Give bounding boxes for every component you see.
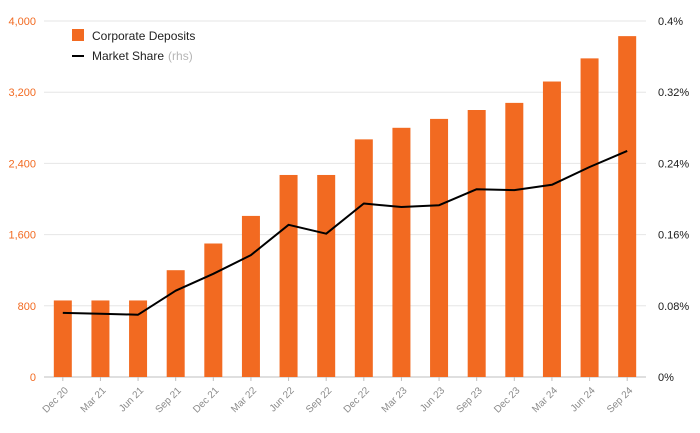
bar	[580, 58, 599, 377]
bar	[279, 174, 298, 377]
x-tick-label: Jun 23	[418, 385, 447, 414]
bar	[204, 243, 223, 377]
y-right-tick-label: 0%	[658, 372, 674, 384]
legend-swatch-corporate-deposits	[72, 29, 84, 41]
bar	[129, 300, 148, 377]
y-right-tick-label: 0.16%	[658, 230, 689, 242]
legend-label-corporate-deposits: Corporate Deposits	[92, 29, 195, 43]
x-tick-label: Mar 23	[380, 385, 410, 415]
bar	[354, 139, 373, 377]
bar	[467, 110, 486, 377]
y-left-tick-label: 4,000	[8, 16, 36, 28]
x-tick-label: Jun 24	[569, 385, 598, 414]
x-tick-label: Dec 21	[191, 385, 221, 415]
x-tick-label: Dec 23	[492, 385, 522, 415]
y-right-tick-label: 0.32%	[658, 87, 689, 99]
bar	[430, 118, 449, 378]
bar	[542, 81, 561, 378]
bar	[317, 174, 336, 377]
x-tick-label: Sep 22	[304, 385, 334, 415]
x-tick-label: Dec 20	[41, 385, 71, 415]
y-left-tick-label: 800	[18, 301, 36, 313]
legend-label-market-share: Market Share	[92, 49, 164, 63]
bar	[53, 300, 72, 377]
market-share-line	[62, 149, 628, 316]
legend-suffix-market-share: (rhs)	[168, 49, 193, 63]
x-tick-label: Mar 22	[229, 385, 259, 415]
bar	[166, 270, 185, 377]
bar	[392, 127, 411, 377]
x-tick-label: Sep 21	[154, 385, 184, 415]
bar	[505, 102, 524, 377]
x-tick-label: Mar 24	[530, 385, 560, 415]
bar	[241, 215, 260, 377]
x-tick-label: Jun 22	[268, 385, 297, 414]
x-tick-label: Dec 22	[342, 385, 372, 415]
y-left-tick-label: 3,200	[8, 87, 36, 99]
y-right-tick-label: 0.4%	[658, 16, 683, 28]
x-tick-label: Sep 24	[605, 385, 635, 415]
x-tick-label: Mar 21	[79, 385, 109, 415]
y-left-tick-label: 0	[30, 372, 36, 384]
y-right-tick-label: 0.24%	[658, 158, 689, 170]
bar	[618, 36, 637, 377]
x-tick-label: Jun 21	[117, 385, 146, 414]
y-right-tick-label: 0.08%	[658, 301, 689, 313]
y-left-tick-label: 1,600	[8, 230, 36, 242]
y-left-tick-label: 2,400	[8, 158, 36, 170]
bar	[91, 300, 110, 377]
x-tick-label: Sep 23	[455, 385, 485, 415]
